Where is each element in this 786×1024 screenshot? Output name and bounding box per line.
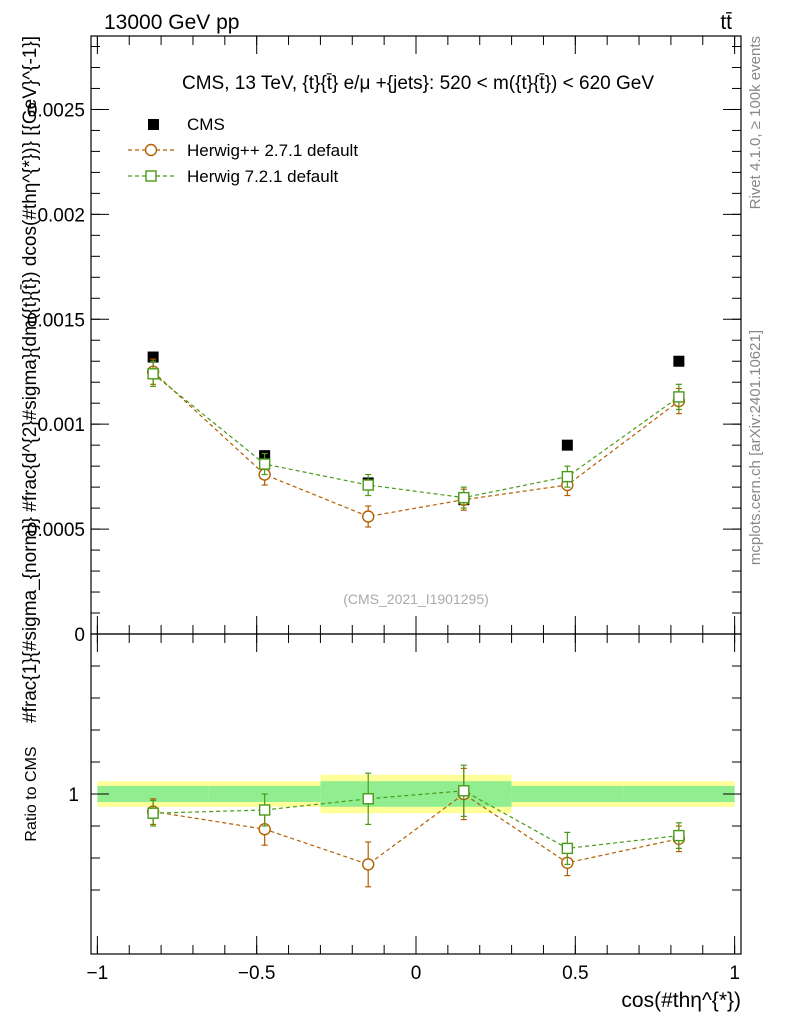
process-label: tt̄	[720, 11, 732, 34]
legend-herwig-7-marker	[145, 170, 157, 182]
ratio-y-axis-label: Ratio to CMS	[23, 746, 40, 841]
ratio-herwig-7-point	[362, 793, 374, 805]
ratio-herwig-7-point	[561, 842, 574, 855]
ratio-series-line	[153, 790, 679, 850]
legend-cms-marker	[148, 119, 159, 130]
source-note: mcplots.cern.ch [arXiv:2401.10621]	[747, 330, 764, 565]
legend-cms-label: CMS	[187, 115, 225, 134]
x-tick-label: −0.5	[238, 963, 276, 984]
legend-herwig-pp-marker	[144, 143, 158, 157]
main-y-axis-label: #frac{1}{#sigma_{norm}} #frac{d^{2}#sigm…	[20, 36, 41, 723]
main-y-tick-label: 0.0015	[27, 310, 85, 331]
cms-data-point	[673, 355, 685, 367]
x-tick-label: 0.5	[562, 963, 588, 984]
x-tick-label: 0	[411, 963, 422, 984]
x-axis-label: cos(#thη^{*})	[621, 989, 741, 1012]
ratio-herwig-7-point	[258, 804, 271, 816]
ratio-y-tick-label: 1	[68, 785, 79, 806]
ratio-herwig-7-point	[147, 807, 159, 819]
energy-label: 13000 GeV pp	[104, 11, 239, 34]
cms-uncertainty-band-inner	[623, 786, 735, 802]
main-plot-title: CMS, 13 TeV, {t}{t̄} e/μ +{jets}: 520 < …	[182, 73, 654, 94]
ratio-herwig-7-point	[673, 829, 685, 842]
rivet-version-note: Rivet 4.1.0, ≥ 100k events	[747, 36, 764, 209]
herwig-7-point	[458, 491, 470, 504]
main-y-tick-label: 0.002	[37, 205, 85, 226]
main-y-tick-label: 0	[74, 625, 85, 646]
herwig-7-point	[362, 479, 374, 491]
ratio-herwig-pp-point	[362, 858, 375, 871]
legend-herwig-pp-label: Herwig++ 2.7.1 default	[187, 141, 358, 160]
watermark: (CMS_2021_I1901295)	[343, 591, 489, 607]
ratio-herwig-7-point	[458, 785, 470, 797]
series-line	[152, 371, 680, 518]
main-y-tick-label: 0.0005	[27, 520, 85, 541]
main-y-tick-label: 0.001	[37, 415, 85, 436]
x-tick-label: −1	[87, 963, 109, 984]
cms-data-point	[561, 439, 573, 451]
x-tick-label: 1	[729, 963, 740, 984]
cms-data-point	[147, 351, 159, 363]
herwig-7-point	[258, 458, 271, 470]
series-line	[152, 373, 680, 499]
herwig-7-point	[561, 470, 574, 483]
herwig-7-point	[147, 368, 159, 380]
legend: CMS Herwig++ 2.7.1 default Herwig 7.2.1 …	[128, 115, 358, 186]
cms-uncertainty-band-inner	[511, 786, 624, 802]
herwig-7-point	[673, 391, 685, 403]
herwig-pp-point	[362, 510, 375, 523]
main-y-tick-label: 0.0025	[27, 100, 85, 121]
cms-uncertainty-band-inner	[97, 786, 209, 802]
legend-herwig-7-label: Herwig 7.2.1 default	[187, 167, 338, 186]
ratio-series-line	[153, 793, 679, 866]
